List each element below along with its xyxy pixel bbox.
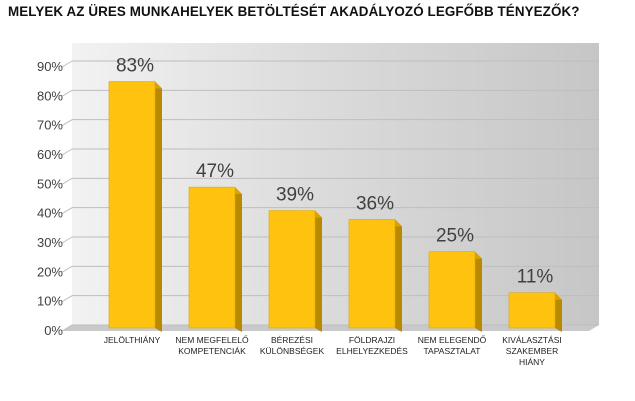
data-label: 39% xyxy=(276,185,314,206)
bar-side xyxy=(155,81,162,333)
y-tick-label: 10% xyxy=(37,294,63,309)
x-tick-label: BÉREZÉSI KÜLÖNBSÉGEK xyxy=(260,335,325,356)
y-tick-label: 60% xyxy=(37,147,63,162)
bar-front xyxy=(268,210,316,329)
bar xyxy=(348,219,402,332)
x-tick-line: BÉREZÉSI xyxy=(271,335,313,345)
gridline-depth xyxy=(61,119,73,127)
data-label: 83% xyxy=(116,56,154,77)
bar-chart: 0% 10% 20% 30% 40% 50% 60% 70% 80% 90% 83% 47% 39% 3… xyxy=(37,43,599,367)
x-tick-label: NEM MEGFELELŐ KOMPETENCIÁK xyxy=(175,335,249,356)
x-tick-label: KIVÁLASZTÁSI SZAKEMBER HIÁNY xyxy=(502,335,562,367)
chart-title: MELYEK AZ ÜRES MUNKAHELYEK BETÖLTÉSÉT AK… xyxy=(8,4,580,19)
data-label: 36% xyxy=(356,193,394,214)
x-tick-line: HIÁNY xyxy=(519,357,545,367)
x-tick-line: KÜLÖNBSÉGEK xyxy=(260,346,325,356)
x-tick-line: NEM ELEGENDŐ xyxy=(418,335,487,345)
gridline-depth xyxy=(61,177,73,185)
x-tick-line: NEM MEGFELELŐ xyxy=(175,335,249,345)
x-tick-line: FÖLDRAJZI xyxy=(349,335,395,345)
y-tick-label: 20% xyxy=(37,264,63,279)
x-tick-line: ELHELYEZKEDÉS xyxy=(336,346,408,356)
bar-front xyxy=(108,81,156,329)
gridline-depth xyxy=(61,207,73,215)
bar-side xyxy=(555,292,562,332)
x-tick-line: KOMPETENCIÁK xyxy=(178,346,246,356)
gridline-depth xyxy=(61,265,73,273)
bar xyxy=(268,210,322,332)
x-tick-label: FÖLDRAJZI ELHELYEZKEDÉS xyxy=(336,335,408,356)
y-tick-label: 40% xyxy=(37,206,63,221)
x-tick-label: NEM ELEGENDŐ TAPASZTALAT xyxy=(418,335,487,356)
y-tick-label: 0% xyxy=(44,323,63,338)
data-labels: 83% 47% 39% 36% 25% 11% xyxy=(116,56,553,288)
bar-side xyxy=(315,210,322,332)
bar xyxy=(108,81,162,333)
y-tick-label: 80% xyxy=(37,88,63,103)
x-tick-line: KIVÁLASZTÁSI xyxy=(502,335,562,345)
bar xyxy=(188,186,242,332)
x-tick-line: TAPASZTALAT xyxy=(424,346,481,356)
gridline-depth xyxy=(61,295,73,303)
y-tick-label: 30% xyxy=(37,235,63,250)
bar-side xyxy=(235,187,242,332)
bar-front xyxy=(188,186,236,329)
gridline-depth xyxy=(61,324,73,332)
bar-front xyxy=(508,292,556,329)
data-label: 25% xyxy=(436,226,474,247)
data-label: 47% xyxy=(196,161,234,182)
y-tick-label: 70% xyxy=(37,118,63,133)
y-tick-label: 90% xyxy=(37,59,63,74)
x-axis-ticks: JELÖLTHIÁNY NEM MEGFELELŐ KOMPETENCIÁK BÉRE… xyxy=(104,335,562,367)
y-tick-label: 50% xyxy=(37,176,63,191)
bar-side xyxy=(475,251,482,332)
gridline-depth xyxy=(61,148,73,156)
bar xyxy=(428,251,482,332)
gridline-depth xyxy=(61,60,73,68)
gridline-depth xyxy=(61,236,73,244)
x-tick-line: JELÖLTHIÁNY xyxy=(104,335,161,345)
data-label: 11% xyxy=(517,267,554,288)
bar xyxy=(508,292,562,332)
y-axis-ticks: 0% 10% 20% 30% 40% 50% 60% 70% 80% 90% xyxy=(37,59,63,338)
bar-front xyxy=(428,251,476,329)
gridline-depth xyxy=(61,89,73,97)
bars xyxy=(108,81,562,333)
bar-side xyxy=(395,219,402,332)
x-tick-line: SZAKEMBER xyxy=(506,346,558,356)
bar-front xyxy=(348,219,396,329)
x-tick-label: JELÖLTHIÁNY xyxy=(104,335,161,345)
